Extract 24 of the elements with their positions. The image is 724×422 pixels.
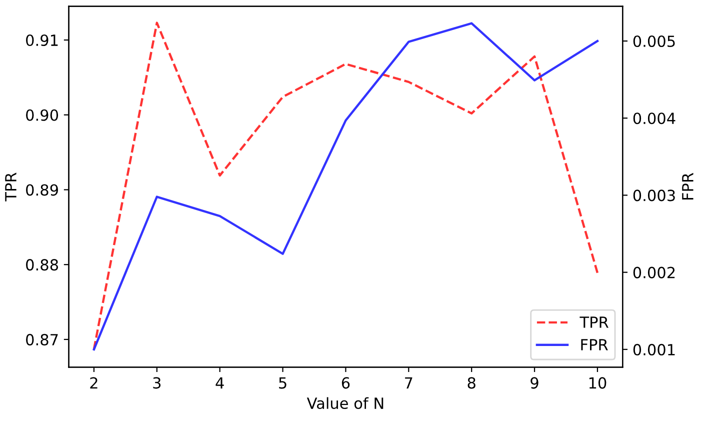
x-tick-label: 9	[530, 377, 538, 389]
legend-label: TPR	[580, 316, 608, 328]
x-tick-label: 7	[405, 377, 412, 388]
y-tick-label: 0.87	[26, 334, 58, 346]
legend-label: FPR	[581, 339, 608, 350]
x-tick-label: 5	[279, 377, 286, 389]
x-tick-label: 3	[153, 377, 161, 389]
y-tick-label: 0.90	[26, 109, 58, 121]
y2-tick-label: 0.001	[633, 344, 675, 356]
y-tick-label: 0.91	[26, 34, 58, 46]
y-axis-title: TPR	[5, 172, 16, 202]
x-tick-label: 4	[216, 377, 224, 388]
x-tick-label: 6	[342, 377, 350, 389]
y-tick-label: 0.88	[26, 259, 58, 271]
y2-tick-label: 0.005	[633, 35, 675, 48]
y-tick-label: 0.89	[26, 184, 58, 196]
y2-tick-label: 0.002	[633, 266, 675, 278]
x-tick-label: 2	[90, 377, 98, 388]
y2-tick-label: 0.004	[633, 112, 676, 124]
x-tick-label: 10	[589, 377, 606, 389]
x-tick-label: 8	[468, 377, 476, 389]
x-axis-title: Value of N	[306, 397, 384, 410]
y2-tick-label: 0.003	[633, 190, 675, 202]
y2-axis-title: FPR	[682, 172, 694, 200]
